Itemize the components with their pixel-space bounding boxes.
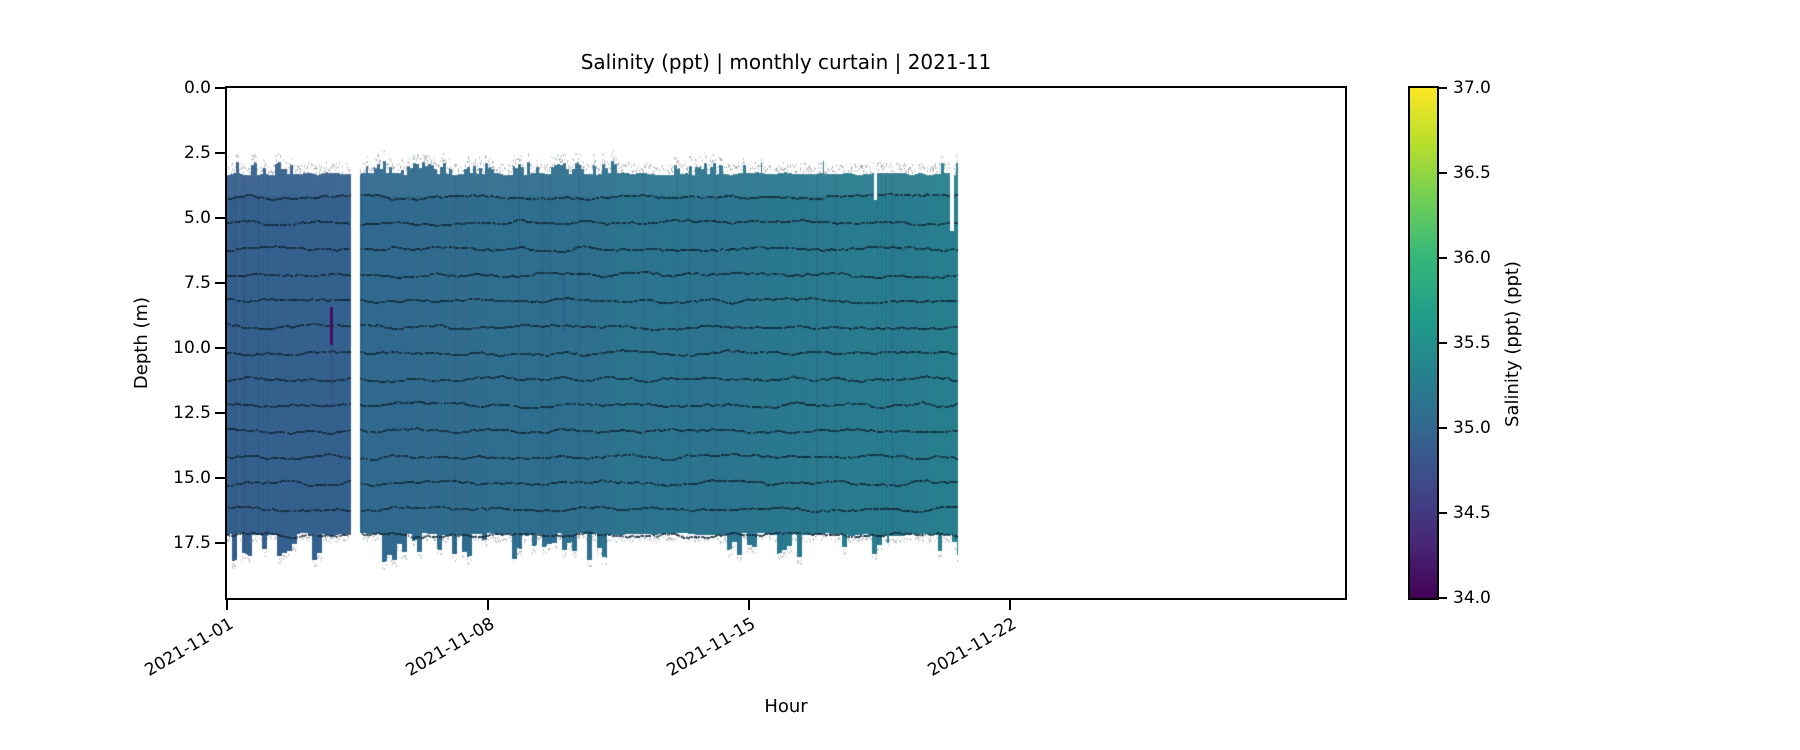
plot-area xyxy=(225,86,1347,600)
colorbar-tick-mark xyxy=(1439,342,1447,344)
x-tick-label: 2021-11-01 xyxy=(141,614,237,681)
y-tick-mark xyxy=(215,217,225,220)
y-tick-label: 2.5 xyxy=(183,143,211,164)
x-tick-label: 2021-11-22 xyxy=(924,614,1020,681)
x-tick-mark xyxy=(226,600,228,610)
y-tick-label: 15.0 xyxy=(173,468,211,489)
colorbar-tick-mark xyxy=(1439,597,1447,599)
x-axis-label: Hour xyxy=(764,696,808,717)
plot-title: Salinity (ppt) | monthly curtain | 2021-… xyxy=(580,50,992,74)
colorbar-tick-label: 37.0 xyxy=(1453,78,1491,98)
y-axis-label: Depth (m) xyxy=(131,296,152,390)
colorbar-tick-label: 35.0 xyxy=(1453,418,1491,438)
colorbar-tick-mark xyxy=(1439,257,1447,259)
x-tick-label: 2021-11-15 xyxy=(663,614,759,681)
y-tick-mark xyxy=(215,412,225,415)
y-tick-label: 0.0 xyxy=(183,78,211,98)
y-tick-label: 7.5 xyxy=(183,273,211,294)
colorbar-tick-label: 35.5 xyxy=(1453,333,1491,353)
y-tick-mark xyxy=(215,477,225,480)
x-tick-mark xyxy=(486,600,489,610)
y-tick-label: 17.5 xyxy=(173,533,211,554)
y-tick-mark xyxy=(215,152,225,155)
colorbar-tick-mark xyxy=(1439,87,1447,89)
colorbar-tick-label: 34.5 xyxy=(1453,503,1491,523)
colorbar xyxy=(1408,86,1439,600)
colorbar-gradient xyxy=(1410,88,1437,598)
y-tick-mark xyxy=(215,542,225,545)
colorbar-tick-label: 34.0 xyxy=(1453,588,1491,608)
y-tick-label: 12.5 xyxy=(173,403,211,424)
x-tick-label: 2021-11-08 xyxy=(402,614,498,681)
curtain-heatmap-canvas xyxy=(227,88,1345,598)
y-tick-mark xyxy=(215,347,225,350)
x-tick-mark xyxy=(747,600,750,610)
y-tick-mark xyxy=(215,87,225,89)
x-tick-mark xyxy=(1008,600,1011,610)
colorbar-tick-mark xyxy=(1439,512,1447,514)
y-tick-label: 10.0 xyxy=(173,338,211,359)
colorbar-tick-label: 36.5 xyxy=(1453,163,1491,183)
colorbar-tick-mark xyxy=(1439,172,1447,174)
y-tick-mark xyxy=(215,282,225,285)
colorbar-tick-label: 36.0 xyxy=(1453,248,1491,268)
colorbar-tick-mark xyxy=(1439,427,1447,429)
y-tick-label: 5.0 xyxy=(183,208,211,229)
colorbar-label: Salinity (ppt) (ppt) xyxy=(1502,261,1523,427)
